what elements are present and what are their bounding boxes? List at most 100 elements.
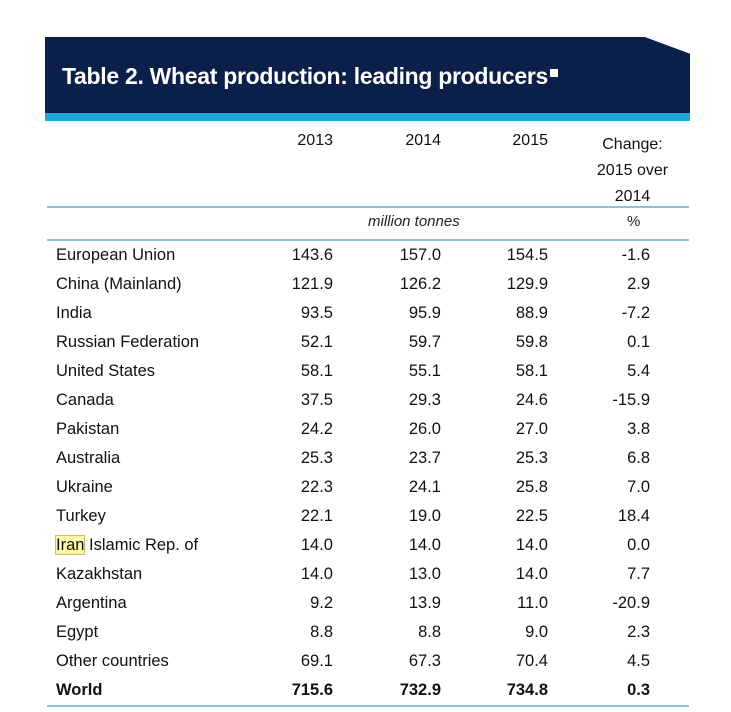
highlighted-text: Iran <box>54 535 86 555</box>
value-change: 0.1 <box>627 333 650 351</box>
row-label-text: Pakistan <box>56 420 120 438</box>
value-change: 0.3 <box>627 681 650 699</box>
value-2013: 24.2 <box>300 420 333 438</box>
table-row: Egypt 8.8 8.8 9.0 2.3 <box>0 623 731 652</box>
table-bottom-rule <box>47 705 689 707</box>
value-2015: 14.0 <box>515 565 548 583</box>
value-2014: 19.0 <box>408 507 441 525</box>
row-label-text: Russian Federation <box>56 333 200 351</box>
value-2015: 14.0 <box>515 536 548 554</box>
column-header-2014: 2014 <box>405 132 441 149</box>
value-2015: 58.1 <box>515 362 548 380</box>
value-change: -20.9 <box>612 594 650 612</box>
row-label: China (Mainland) <box>56 275 182 294</box>
table-row: China (Mainland) 121.9 126.2 129.9 2.9 <box>0 275 731 304</box>
value-2013: 143.6 <box>291 246 333 264</box>
table-title: Table 2. Wheat production: leading produ… <box>62 63 559 90</box>
value-2013: 715.6 <box>291 681 333 699</box>
value-2013: 121.9 <box>291 275 333 293</box>
value-change: 0.0 <box>627 536 650 554</box>
row-label: United States <box>56 362 155 381</box>
row-label: Ukraine <box>56 478 113 497</box>
value-2013: 25.3 <box>300 449 333 467</box>
column-header-change: Change: 2015 over 2014 <box>585 132 680 210</box>
title-accent-strip <box>45 113 690 121</box>
row-label: Iran Islamic Rep. of <box>54 535 199 555</box>
value-2015: 154.5 <box>506 246 548 264</box>
value-2013: 58.1 <box>300 362 333 380</box>
row-label: Kazakhstan <box>56 565 142 584</box>
row-label: Australia <box>56 449 120 468</box>
row-label-text: Canada <box>56 391 114 409</box>
change-header-line: 2014 <box>614 188 651 205</box>
row-label: Pakistan <box>56 420 119 439</box>
value-change: 5.4 <box>627 362 650 380</box>
total-row: World 715.6 732.9 734.8 0.3 <box>0 681 731 710</box>
value-2014: 59.7 <box>408 333 441 351</box>
value-2013: 9.2 <box>310 594 333 612</box>
row-label-text: United States <box>56 362 156 380</box>
value-2015: 70.4 <box>515 652 548 670</box>
table-row: Ukraine 22.3 24.1 25.8 7.0 <box>0 478 731 507</box>
value-2014: 732.9 <box>399 681 441 699</box>
value-change: 2.9 <box>627 275 650 293</box>
value-change: 2.3 <box>627 623 650 641</box>
value-2015: 88.9 <box>515 304 548 322</box>
value-2013: 93.5 <box>300 304 333 322</box>
value-2013: 14.0 <box>300 536 333 554</box>
value-2014: 13.0 <box>408 565 441 583</box>
value-2014: 55.1 <box>408 362 441 380</box>
row-label: World <box>56 681 102 700</box>
value-change: 3.8 <box>627 420 650 438</box>
row-label-text: India <box>56 304 92 322</box>
value-2015: 734.8 <box>506 681 548 699</box>
value-2014: 14.0 <box>408 536 441 554</box>
row-label-text: European Union <box>56 246 176 264</box>
value-change: 18.4 <box>617 507 650 525</box>
column-header-2015: 2015 <box>512 132 548 149</box>
value-2014: 126.2 <box>399 275 441 293</box>
value-2013: 22.3 <box>300 478 333 496</box>
value-change: -7.2 <box>621 304 650 322</box>
title-banner <box>45 37 690 113</box>
value-2013: 8.8 <box>310 623 333 641</box>
value-change: 4.5 <box>627 652 650 670</box>
value-2015: 9.0 <box>525 623 548 641</box>
value-2013: 22.1 <box>300 507 333 525</box>
table-row: Pakistan 24.2 26.0 27.0 3.8 <box>0 420 731 449</box>
row-label-text: China (Mainland) <box>56 275 182 293</box>
value-change: -1.6 <box>621 246 650 264</box>
table-row: United States 58.1 55.1 58.1 5.4 <box>0 362 731 391</box>
value-2014: 95.9 <box>408 304 441 322</box>
value-2014: 157.0 <box>399 246 441 264</box>
value-2015: 25.3 <box>515 449 548 467</box>
unit-production: million tonnes <box>368 213 460 230</box>
value-2013: 14.0 <box>300 565 333 583</box>
table-row: Russian Federation 52.1 59.7 59.8 0.1 <box>0 333 731 362</box>
table-row: Other countries 69.1 67.3 70.4 4.5 <box>0 652 731 681</box>
table-title-text: Table 2. Wheat production: leading produ… <box>62 63 549 89</box>
row-label-text: Kazakhstan <box>56 565 143 583</box>
change-header-line: Change: <box>602 136 663 153</box>
square-marker-icon <box>550 69 559 77</box>
value-2015: 59.8 <box>515 333 548 351</box>
row-label: Other countries <box>56 652 169 671</box>
value-2014: 23.7 <box>408 449 441 467</box>
row-label: European Union <box>56 246 175 265</box>
column-header-2013: 2013 <box>297 132 333 149</box>
value-2013: 69.1 <box>300 652 333 670</box>
value-change: 7.7 <box>627 565 650 583</box>
table-row: Kazakhstan 14.0 13.0 14.0 7.7 <box>0 565 731 594</box>
value-2014: 13.9 <box>408 594 441 612</box>
value-2014: 29.3 <box>408 391 441 409</box>
table-row: European Union 143.6 157.0 154.5 -1.6 <box>0 246 731 275</box>
value-2014: 24.1 <box>408 478 441 496</box>
table-row: India 93.5 95.9 88.9 -7.2 <box>0 304 731 333</box>
value-2015: 129.9 <box>506 275 548 293</box>
table-row: Australia 25.3 23.7 25.3 6.8 <box>0 449 731 478</box>
row-label-text: Argentina <box>56 594 127 612</box>
unit-divider <box>47 239 689 241</box>
row-label-text: Islamic Rep. of <box>84 536 199 554</box>
row-label: Turkey <box>56 507 106 526</box>
row-label-text: Ukraine <box>56 478 113 496</box>
